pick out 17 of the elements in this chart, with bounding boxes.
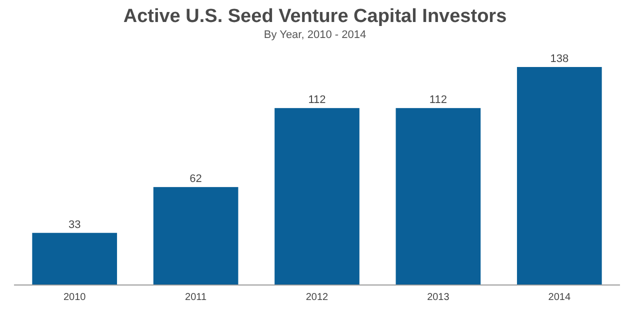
bar [516,67,602,285]
chart-subtitle: By Year, 2010 - 2014 [264,29,366,41]
data-label: 112 [308,94,326,106]
x-tick-label: 2012 [306,292,329,303]
data-label: 138 [550,53,569,65]
x-tick-label: 2010 [63,292,86,303]
bar [32,232,118,285]
bar [153,187,238,285]
x-tick-label: 2011 [185,292,207,303]
bar [396,108,481,285]
bar [274,108,360,285]
x-tick-label: 2014 [548,292,571,303]
data-label: 62 [190,173,202,186]
chart-title: Active U.S. Seed Venture Capital Investors [123,6,507,27]
data-label: 33 [68,218,81,231]
data-label: 112 [429,94,447,106]
x-tick-label: 2013 [427,292,450,303]
